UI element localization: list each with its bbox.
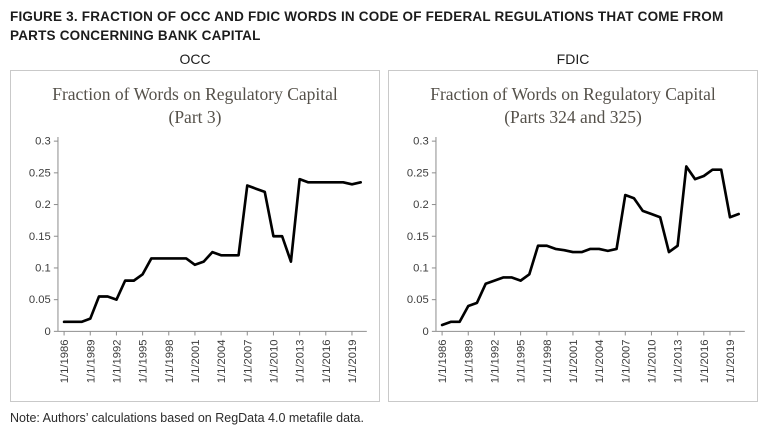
svg-text:1/1/2019: 1/1/2019 — [347, 339, 359, 383]
svg-text:0.15: 0.15 — [407, 231, 429, 243]
svg-text:1/1/2007: 1/1/2007 — [620, 339, 632, 383]
svg-text:1/1/2010: 1/1/2010 — [269, 339, 281, 383]
svg-text:1/1/1986: 1/1/1986 — [59, 339, 71, 383]
source-note: Note: Authors’ calculations based on Reg… — [10, 410, 364, 425]
panel-fdic: FDIC Fraction of Words on Regulatory Cap… — [388, 50, 758, 402]
svg-text:1/1/1995: 1/1/1995 — [138, 339, 150, 383]
svg-text:1/1/1998: 1/1/1998 — [542, 339, 554, 383]
svg-text:1/1/1998: 1/1/1998 — [164, 339, 176, 383]
chart-panels: OCC Fraction of Words on Regulatory Capi… — [0, 50, 768, 402]
svg-text:1/1/1992: 1/1/1992 — [112, 339, 124, 383]
svg-text:0.05: 0.05 — [29, 294, 51, 306]
svg-text:0.25: 0.25 — [29, 167, 51, 179]
svg-text:1/1/2016: 1/1/2016 — [321, 339, 333, 383]
svg-text:1/1/2004: 1/1/2004 — [216, 339, 228, 383]
figure-container: FIGURE 3. FRACTION OF OCC AND FDIC WORDS… — [0, 9, 768, 425]
svg-text:1/1/2001: 1/1/2001 — [568, 339, 580, 383]
svg-text:0.3: 0.3 — [413, 135, 429, 147]
svg-text:0: 0 — [423, 326, 429, 338]
svg-text:0.1: 0.1 — [35, 262, 51, 274]
svg-text:0.25: 0.25 — [407, 167, 429, 179]
svg-text:0.05: 0.05 — [407, 294, 429, 306]
chart-title-fdic: Fraction of Words on Regulatory Capital … — [430, 84, 716, 127]
svg-text:1/1/2007: 1/1/2007 — [242, 339, 254, 383]
svg-text:1/1/2013: 1/1/2013 — [673, 339, 685, 383]
chart-svg-occ: 0 0.05 0.1 0.15 0.2 0.25 0.3 1/1/1986 1/1/1989 1/… — [29, 135, 367, 383]
svg-text:1/1/1986: 1/1/1986 — [437, 339, 449, 383]
svg-text:0.1: 0.1 — [413, 262, 429, 274]
svg-text:1/1/1989: 1/1/1989 — [85, 339, 97, 383]
svg-text:1/1/2001: 1/1/2001 — [190, 339, 202, 383]
panel-box-fdic: Fraction of Words on Regulatory Capital … — [388, 70, 758, 402]
svg-text:1/1/1995: 1/1/1995 — [516, 339, 528, 383]
panel-label-occ: OCC — [179, 51, 211, 68]
svg-text:1/1/2004: 1/1/2004 — [594, 339, 606, 383]
svg-text:0.3: 0.3 — [35, 135, 51, 147]
svg-text:0: 0 — [45, 326, 51, 338]
chart-svg-fdic: 0 0.05 0.1 0.15 0.2 0.25 0.3 1/1/1986 1/1/1989 1/… — [407, 135, 745, 383]
svg-text:1/1/2010: 1/1/2010 — [647, 339, 659, 383]
svg-text:0.2: 0.2 — [35, 199, 51, 211]
svg-text:1/1/2019: 1/1/2019 — [725, 339, 737, 383]
panel-box-occ: Fraction of Words on Regulatory Capital … — [10, 70, 380, 402]
panel-occ: OCC Fraction of Words on Regulatory Capi… — [10, 50, 380, 402]
svg-text:1/1/2013: 1/1/2013 — [295, 339, 307, 383]
svg-text:0.2: 0.2 — [413, 199, 429, 211]
panel-label-fdic: FDIC — [556, 51, 590, 68]
svg-text:1/1/1989: 1/1/1989 — [463, 339, 475, 383]
figure-title: FIGURE 3. FRACTION OF OCC AND FDIC WORDS… — [10, 9, 724, 43]
svg-text:1/1/1992: 1/1/1992 — [490, 339, 502, 383]
svg-text:0.15: 0.15 — [29, 231, 51, 243]
chart-title-occ: Fraction of Words on Regulatory Capital … — [52, 84, 338, 127]
svg-text:1/1/2016: 1/1/2016 — [699, 339, 711, 383]
